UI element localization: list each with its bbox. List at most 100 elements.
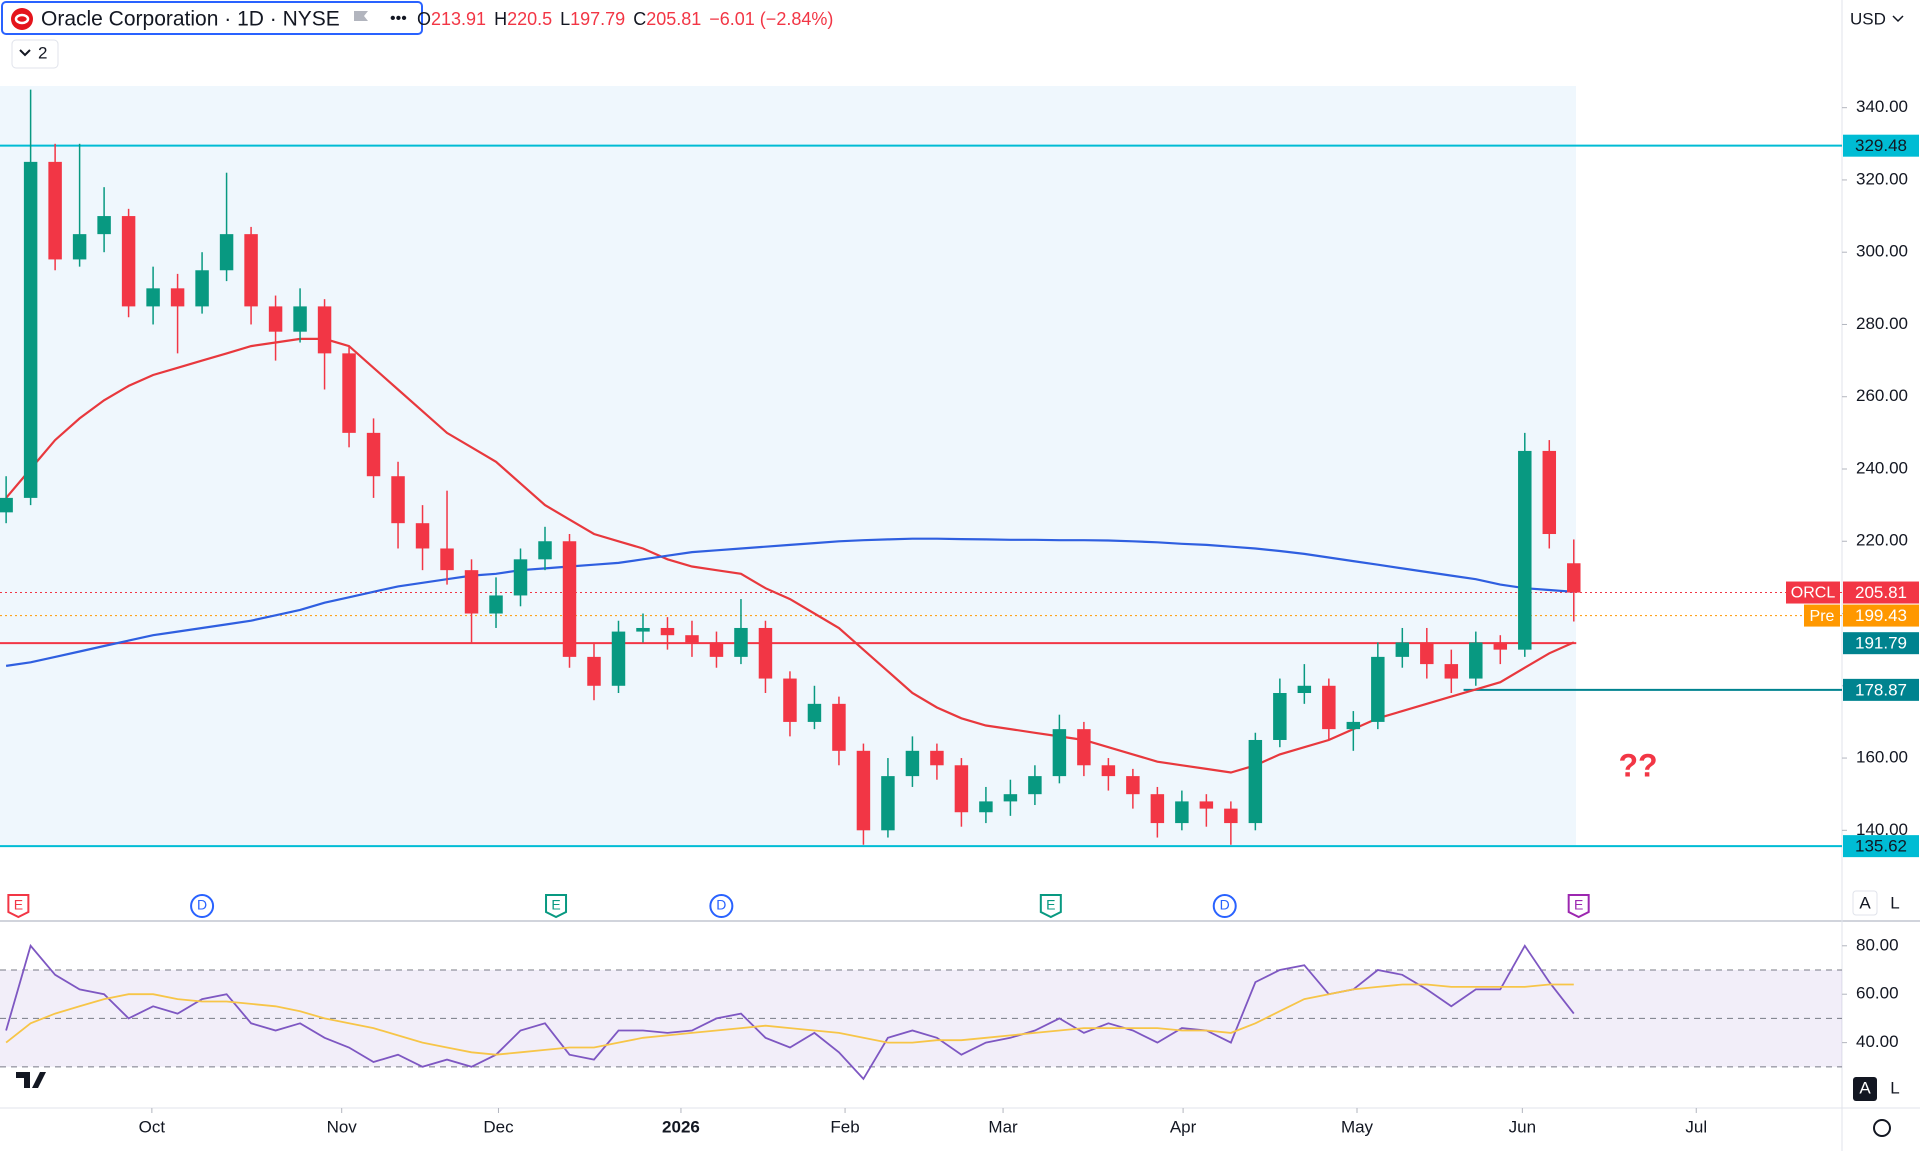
symbol-title[interactable]: Oracle Corporation · 1D · NYSE xyxy=(41,8,340,31)
auto-button[interactable] xyxy=(1852,890,1878,916)
flag-icon[interactable] xyxy=(354,11,368,21)
level-label-box xyxy=(1843,134,1919,157)
x-tick-label: Feb xyxy=(830,1117,859,1136)
candle-body xyxy=(1567,563,1581,593)
candle-body xyxy=(440,548,454,571)
y-tick-label: 60.00 xyxy=(1856,984,1899,1003)
candle-body xyxy=(121,216,136,307)
ohlc-value: 213.91 xyxy=(431,9,486,29)
symbol-box[interactable] xyxy=(1,1,423,35)
candle-body xyxy=(1444,664,1459,679)
logo-mark xyxy=(14,13,30,25)
auto-button-active[interactable] xyxy=(1853,1077,1877,1101)
ohlc-value: 197.79 xyxy=(570,9,625,29)
candle-body xyxy=(1175,801,1189,824)
candle-body xyxy=(97,216,111,235)
candle-body xyxy=(660,627,675,636)
candle-body xyxy=(219,234,234,271)
x-tick-label: Apr xyxy=(1170,1117,1197,1136)
candle-body xyxy=(685,635,699,643)
moving-average xyxy=(5,537,1574,667)
event-label: E xyxy=(14,897,23,913)
ohlc-value: 205.81 xyxy=(646,9,701,29)
candle-body xyxy=(1493,642,1508,650)
currency[interactable]: USD xyxy=(1850,9,1886,28)
candle-body xyxy=(709,642,724,657)
y-tick-label: 240.00 xyxy=(1856,458,1908,477)
indicator-toggle[interactable] xyxy=(11,39,59,69)
candle-body xyxy=(146,288,160,307)
candle-body xyxy=(1101,765,1116,777)
rsi-line xyxy=(5,943,1575,1081)
candle-body xyxy=(1420,642,1434,665)
candle-body xyxy=(1224,808,1238,824)
candle-body xyxy=(1322,685,1336,730)
y-tick-label: 260.00 xyxy=(1856,386,1908,405)
level-label-box xyxy=(1843,632,1919,655)
candle-body xyxy=(1518,450,1532,650)
candle-body xyxy=(807,703,822,722)
moving-average xyxy=(5,337,1575,774)
candle-body xyxy=(783,678,797,722)
candle-body xyxy=(0,497,13,513)
candle-body xyxy=(734,627,748,657)
log-label[interactable]: L xyxy=(1890,893,1899,912)
auto-label[interactable]: A xyxy=(1859,1078,1871,1097)
candle-body xyxy=(905,750,920,777)
event-label: E xyxy=(551,897,560,913)
candle-body xyxy=(513,559,528,596)
ohlc-change: −6.01 (−2.84%) xyxy=(709,9,833,29)
pre-label: Pre xyxy=(1810,608,1835,625)
ohlc-key: H xyxy=(494,9,507,29)
candle-body xyxy=(268,306,283,332)
settings-icon[interactable] xyxy=(1873,1119,1891,1137)
pre-price: 199.43 xyxy=(1855,606,1907,625)
level-label-box xyxy=(1843,835,1919,858)
candle-body xyxy=(1077,729,1091,766)
level-label: 329.48 xyxy=(1855,136,1907,155)
candle-body xyxy=(538,541,552,560)
y-tick-label: 220.00 xyxy=(1856,531,1908,550)
event-badge[interactable] xyxy=(1567,894,1590,919)
x-tick-label: May xyxy=(1341,1117,1374,1136)
candle-body xyxy=(464,570,479,614)
event-badge[interactable] xyxy=(545,894,568,919)
candle-body xyxy=(244,234,258,307)
event-badge[interactable] xyxy=(190,894,215,918)
candle-body xyxy=(195,270,209,307)
candle-body xyxy=(415,523,430,549)
candle-body xyxy=(1052,729,1067,777)
pre-label-box xyxy=(1804,604,1840,627)
x-tick-label: Oct xyxy=(139,1117,166,1136)
more-icon[interactable]: ••• xyxy=(390,10,407,27)
last-price: 205.81 xyxy=(1855,583,1907,602)
ohlc-key: O xyxy=(417,9,431,29)
candle-body xyxy=(342,353,356,433)
event-badge[interactable] xyxy=(7,894,30,919)
log-label[interactable]: L xyxy=(1890,1078,1899,1097)
last-symbol: ORCL xyxy=(1791,585,1836,602)
chevron xyxy=(19,49,31,57)
event-label: D xyxy=(1220,897,1230,913)
x-tick-label: 2026 xyxy=(662,1117,700,1136)
logo xyxy=(11,8,33,30)
event-badge[interactable] xyxy=(1212,894,1237,918)
candle-body xyxy=(611,631,626,686)
event-badge[interactable] xyxy=(1039,894,1062,919)
level-label-box xyxy=(1843,678,1919,701)
y-tick-label: 140.00 xyxy=(1856,820,1908,839)
candle-body xyxy=(832,703,846,751)
candle-body xyxy=(1542,450,1557,535)
candle-body xyxy=(1150,794,1165,824)
candle-body xyxy=(930,750,944,766)
candle-body xyxy=(72,234,87,260)
event-badge[interactable] xyxy=(709,894,734,918)
x-tick-label: Dec xyxy=(483,1117,514,1136)
x-tick-label: Mar xyxy=(988,1117,1018,1136)
auto-label[interactable]: A xyxy=(1859,893,1871,912)
candle-body xyxy=(391,476,405,524)
annotation: ?? xyxy=(1618,747,1657,783)
last-symbol-box xyxy=(1786,581,1840,604)
